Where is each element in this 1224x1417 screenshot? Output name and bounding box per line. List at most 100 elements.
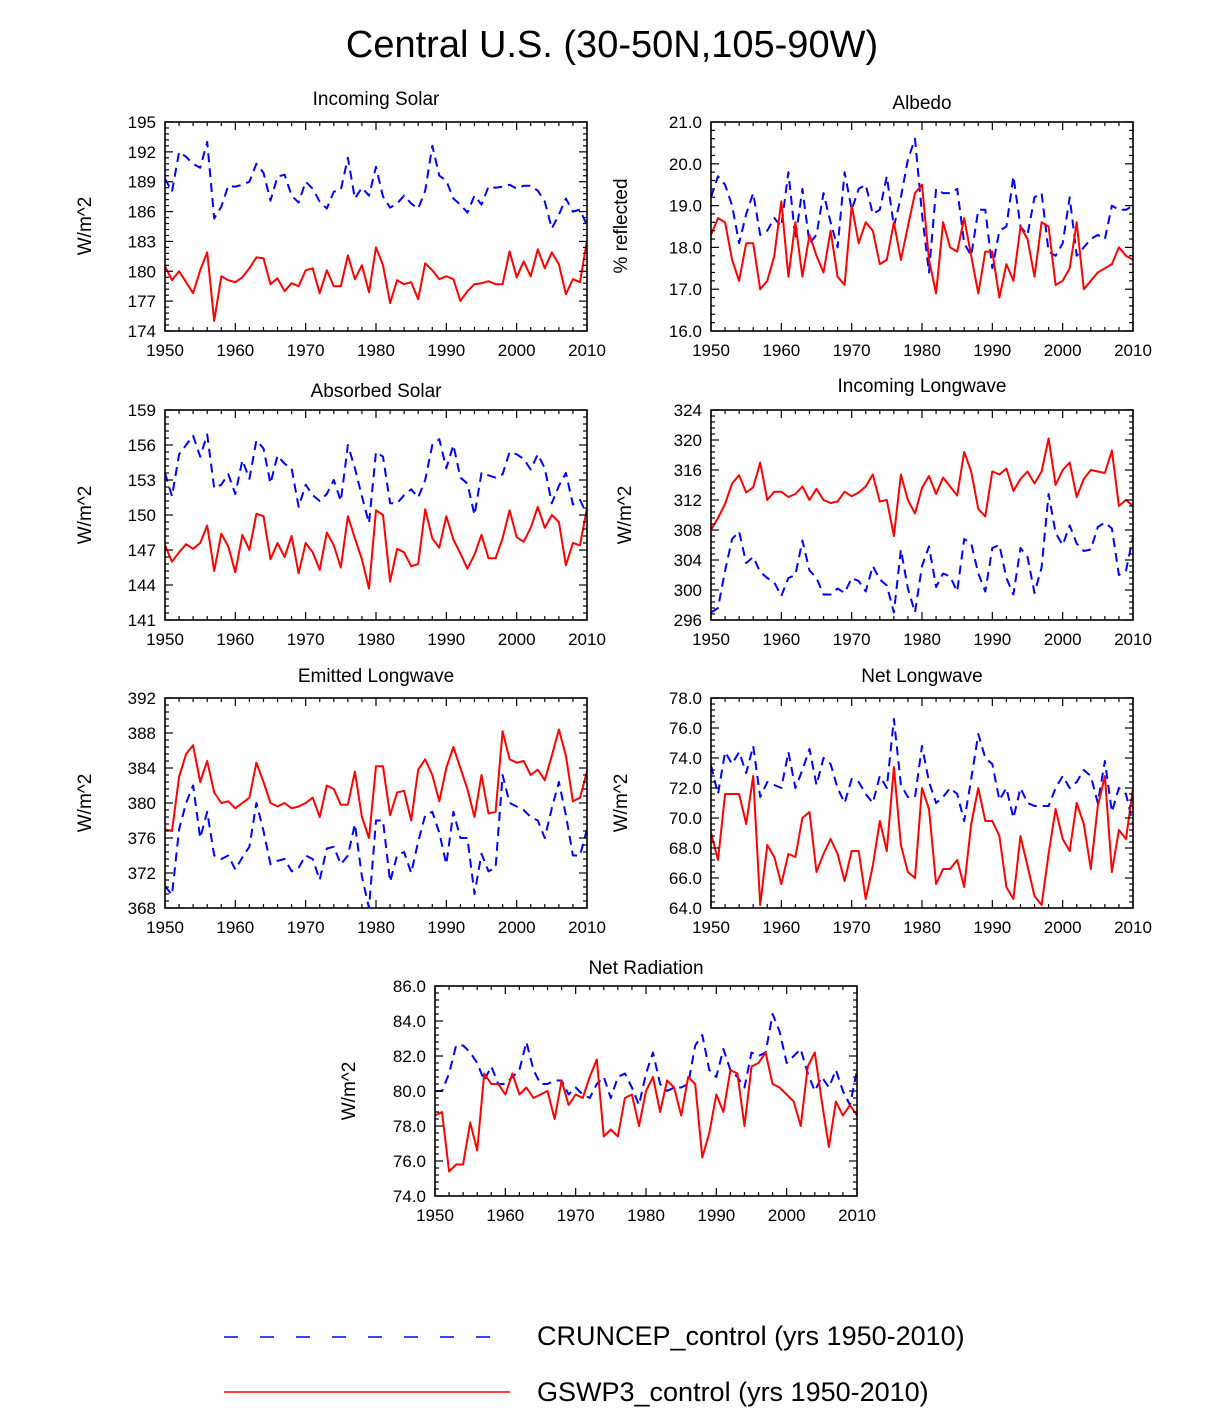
x-tick-label: 1960 (486, 1206, 524, 1225)
figure-title: Central U.S. (30-50N,105-90W) (346, 24, 878, 66)
y-tick-label: 180 (128, 262, 156, 281)
series-line-cruncep (165, 140, 587, 230)
y-tick-label: 86.0 (393, 977, 426, 996)
y-tick-label: 82.0 (393, 1047, 426, 1066)
y-tick-label: 72.0 (669, 779, 702, 798)
y-tick-label: 64.0 (669, 899, 702, 918)
series-line-gswp3 (165, 240, 587, 322)
panel-absorbed-solar: Absorbed Solar W/m^2 1950 1960 1970 1980 199… (75, 381, 606, 649)
y-tick-label: 177 (128, 292, 156, 311)
x-tick-label: 1980 (357, 918, 395, 937)
y-tick-label: 186 (128, 203, 156, 222)
x-tick-label: 1990 (427, 341, 465, 360)
y-tick-label: 312 (674, 491, 702, 510)
y-axis-label: W/m^2 (75, 486, 96, 545)
x-tick-label: 1950 (692, 341, 730, 360)
x-tick-label: 1950 (146, 341, 184, 360)
y-tick-label: 144 (128, 576, 156, 595)
panel-albedo: Albedo % reflected 1950 1960 1970 1980 1990 2… (611, 93, 1152, 360)
y-tick-label: 153 (128, 471, 156, 490)
y-tick-label: 195 (128, 113, 156, 132)
y-tick-label: 192 (128, 143, 156, 162)
y-tick-label: 183 (128, 232, 156, 251)
series-line-gswp3 (711, 766, 1133, 906)
x-tick-label: 2000 (498, 341, 536, 360)
legend-label-gswp3: GSWP3_control (yrs 1950-2010) (537, 1377, 929, 1407)
y-tick-label: 189 (128, 173, 156, 192)
x-tick-label: 2000 (1044, 918, 1082, 937)
y-tick-label: 324 (674, 401, 702, 420)
y-tick-label: 18.0 (669, 238, 702, 257)
x-tick-label: 1970 (833, 918, 871, 937)
y-axis-label: W/m^2 (75, 774, 96, 833)
y-tick-label: 308 (674, 521, 702, 540)
x-tick-label: 2010 (1114, 630, 1152, 649)
series-line-gswp3 (165, 505, 587, 590)
x-tick-label: 1990 (973, 630, 1011, 649)
series-line-cruncep (435, 1013, 857, 1106)
y-tick-label: 141 (128, 611, 156, 630)
y-tick-label: 78.0 (669, 689, 702, 708)
panel-net-longwave: Net Longwave W/m^2 1950 1960 1970 1980 1990 2… (611, 666, 1152, 937)
panel-net-radiation: Net Radiation W/m^2 1950 1960 1970 1980 1990… (339, 958, 876, 1225)
x-tick-label: 1980 (903, 341, 941, 360)
x-tick-label: 1950 (416, 1206, 454, 1225)
x-tick-label: 1950 (146, 630, 184, 649)
x-tick-label: 1990 (427, 918, 465, 937)
y-tick-label: 316 (674, 461, 702, 480)
series-line-cruncep (711, 718, 1133, 825)
y-axis-label: W/m^2 (611, 774, 632, 833)
x-tick-label: 1970 (287, 918, 325, 937)
x-tick-label: 1980 (357, 341, 395, 360)
y-tick-label: 70.0 (669, 809, 702, 828)
x-tick-label: 1980 (903, 630, 941, 649)
plot-frame (164, 697, 588, 909)
x-tick-label: 2000 (498, 630, 536, 649)
y-tick-label: 147 (128, 541, 156, 560)
series-line-gswp3 (435, 1051, 857, 1173)
y-tick-label: 304 (674, 551, 702, 570)
y-tick-label: 16.0 (669, 322, 702, 341)
y-tick-label: 68.0 (669, 839, 702, 858)
legend-label-cruncep: CRUNCEP_control (yrs 1950-2010) (537, 1321, 965, 1351)
y-axis-label: W/m^2 (339, 1062, 360, 1121)
x-tick-label: 1990 (973, 341, 1011, 360)
series-line-cruncep (165, 433, 587, 525)
x-tick-label: 1980 (357, 630, 395, 649)
x-tick-label: 1990 (697, 1206, 735, 1225)
x-tick-label: 2010 (568, 918, 606, 937)
y-tick-label: 174 (128, 322, 156, 341)
y-axis-label: W/m^2 (615, 486, 636, 545)
panel-title: Incoming Solar (313, 89, 440, 110)
x-tick-label: 2010 (838, 1206, 876, 1225)
x-tick-label: 1980 (627, 1206, 665, 1225)
x-tick-label: 1960 (762, 341, 800, 360)
x-tick-label: 1970 (557, 1206, 595, 1225)
x-tick-label: 2000 (1044, 630, 1082, 649)
y-tick-label: 150 (128, 506, 156, 525)
y-tick-label: 320 (674, 431, 702, 450)
plot-frame (164, 121, 588, 332)
series-line-cruncep (165, 774, 587, 908)
x-tick-label: 2010 (1114, 341, 1152, 360)
x-tick-label: 1960 (762, 918, 800, 937)
panel-title: Emitted Longwave (298, 666, 454, 687)
panel-emitted-longwave: Emitted Longwave W/m^2 1950 1960 1970 1980 1… (75, 666, 606, 937)
plot-frame (710, 121, 1134, 332)
y-tick-label: 388 (128, 724, 156, 743)
x-tick-label: 2010 (568, 341, 606, 360)
x-tick-label: 1970 (287, 341, 325, 360)
y-tick-label: 300 (674, 581, 702, 600)
y-tick-label: 372 (128, 864, 156, 883)
x-tick-label: 1960 (216, 630, 254, 649)
series-line-gswp3 (711, 437, 1133, 537)
y-tick-label: 80.0 (393, 1082, 426, 1101)
x-tick-label: 1950 (146, 918, 184, 937)
y-tick-label: 368 (128, 899, 156, 918)
y-tick-label: 20.0 (669, 155, 702, 174)
x-tick-label: 1990 (427, 630, 465, 649)
x-tick-label: 1970 (833, 630, 871, 649)
plot-frame (710, 409, 1134, 621)
x-tick-label: 2010 (1114, 918, 1152, 937)
